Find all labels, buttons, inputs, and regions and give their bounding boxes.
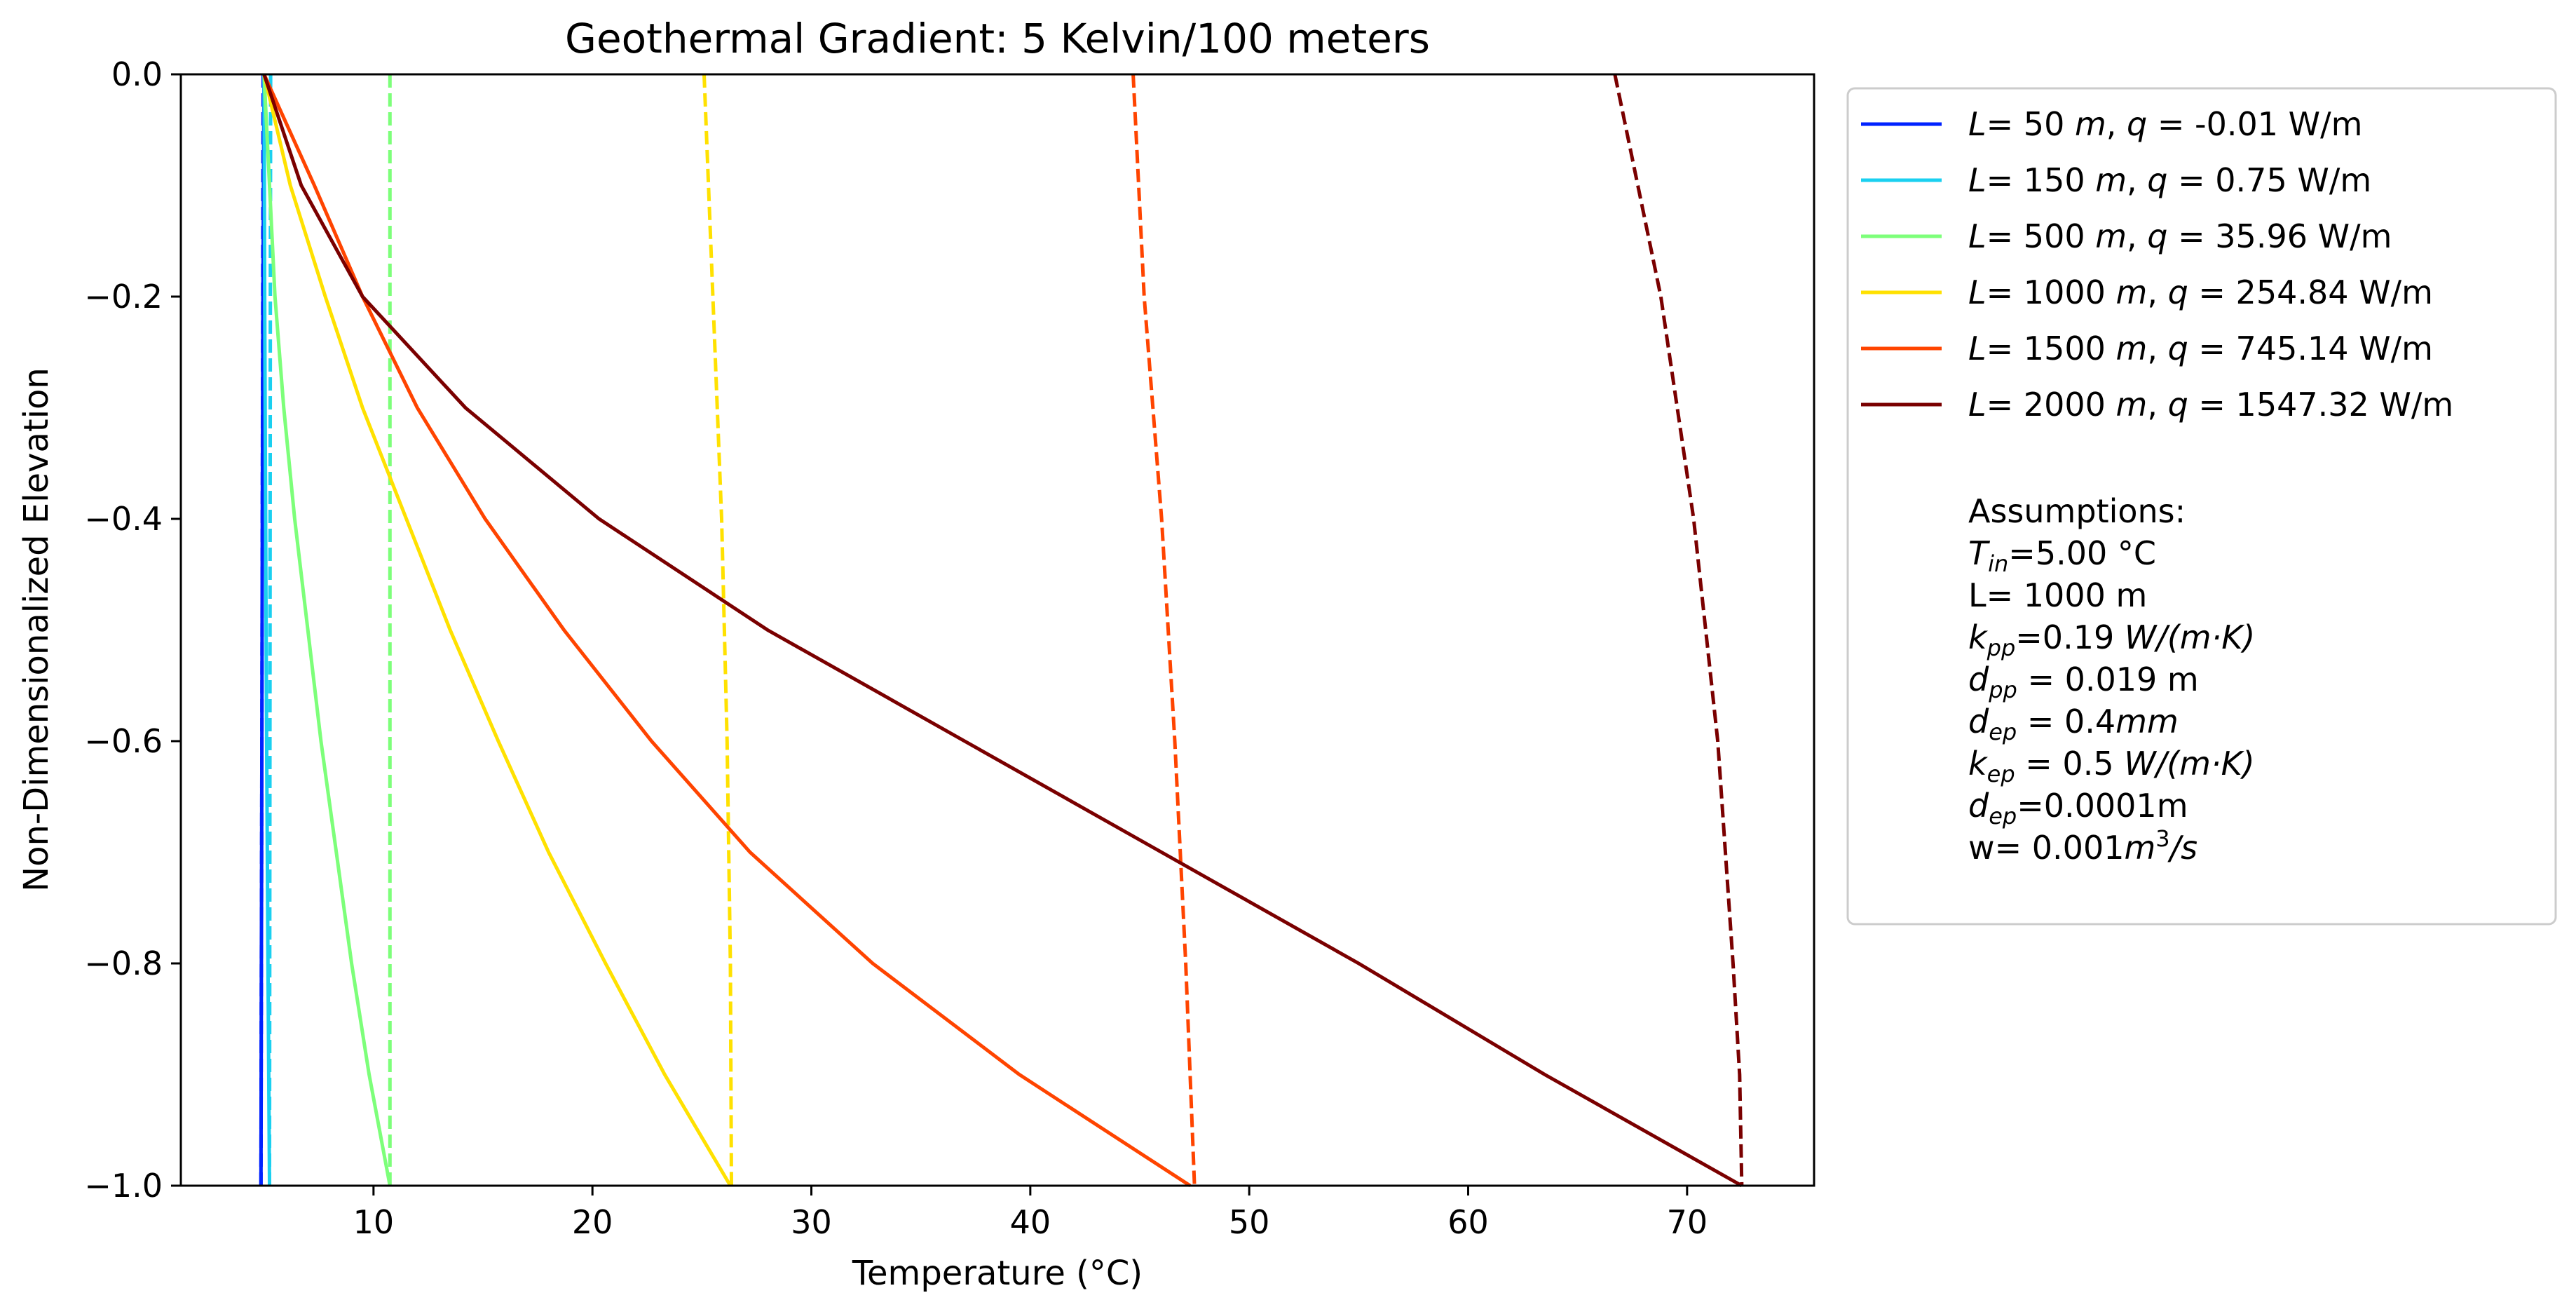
- assumption-line-5: kep = 0.5 W/(m·K): [1968, 745, 2255, 787]
- plot-area: [259, 73, 1744, 1188]
- series-0-dashed-line: [259, 74, 265, 1186]
- y-tick-label: −0.2: [84, 278, 163, 316]
- x-tick-label: 70: [1667, 1203, 1708, 1241]
- x-tick-label: 60: [1447, 1203, 1489, 1241]
- y-tick-label: −0.4: [84, 500, 163, 538]
- assumption-line-7: w= 0.001m3/s: [1968, 825, 2197, 867]
- x-tick-label: 40: [1010, 1203, 1051, 1241]
- y-axis: 0.0 −0.2 −0.4 −0.6 −0.8 −1.0: [84, 55, 181, 1205]
- legend-label-2: L= 500 m, q = 35.96 W/m: [1968, 217, 2392, 255]
- series-4-dashed-line: [1131, 74, 1197, 1186]
- legend-frame: [1846, 87, 2557, 926]
- legend: L= 50 m, q = -0.01 W/m L= 150 m, q = 0.75…: [1846, 87, 2557, 926]
- y-tick-label: −0.8: [84, 944, 163, 982]
- series-1-solid-line: [262, 74, 271, 1186]
- x-tick-label: 50: [1229, 1203, 1270, 1241]
- legend-label-5: L= 2000 m, q = 1547.32 W/m: [1968, 386, 2453, 424]
- legend-label-3: L= 1000 m, q = 254.84 W/m: [1968, 273, 2433, 311]
- chart-title: Geothermal Gradient: 5 Kelvin/100 meters: [565, 15, 1430, 62]
- series-1-dashed-line: [268, 74, 273, 1186]
- x-axis: 10 20 30 40 50 60 70: [353, 1186, 1708, 1241]
- y-axis-label: Non-Dimensionalized Elevation: [17, 367, 56, 892]
- x-tick-label: 30: [791, 1203, 832, 1241]
- y-tick-label: −0.6: [84, 722, 163, 760]
- assumption-line-1: L= 1000 m: [1968, 576, 2147, 614]
- x-tick-label: 20: [572, 1203, 613, 1241]
- series-2-solid-line: [262, 74, 392, 1186]
- x-axis-label: Temperature (°C): [852, 1254, 1143, 1293]
- y-tick-label: 0.0: [111, 55, 163, 93]
- legend-label-1: L= 150 m, q = 0.75 W/m: [1968, 161, 2371, 199]
- x-tick-label: 10: [353, 1203, 395, 1241]
- series-5-dashed-line: [1613, 74, 1744, 1186]
- legend-label-0: L= 50 m, q = -0.01 W/m: [1968, 105, 2362, 143]
- assumption-line-6: dep=0.0001m: [1968, 787, 2188, 829]
- assumption-line-2: kpp=0.19 W/(m·K): [1968, 618, 2255, 661]
- series-5-solid-line: [262, 74, 1743, 1188]
- assumption-line-0: Tin=5.00 °C: [1968, 534, 2156, 577]
- assumption-line-4: dep = 0.4mm: [1968, 703, 2179, 745]
- legend-label-4: L= 1500 m, q = 745.14 W/m: [1968, 330, 2433, 367]
- y-tick-label: −1.0: [84, 1167, 163, 1205]
- series-4-solid-line: [262, 73, 1192, 1188]
- series-3-solid-line: [262, 74, 732, 1187]
- assumption-line-3: dpp = 0.019 m: [1968, 661, 2199, 703]
- plot-frame: [179, 73, 1815, 1187]
- series-3-dashed-line: [702, 74, 733, 1186]
- assumptions-title: Assumptions:: [1968, 492, 2186, 530]
